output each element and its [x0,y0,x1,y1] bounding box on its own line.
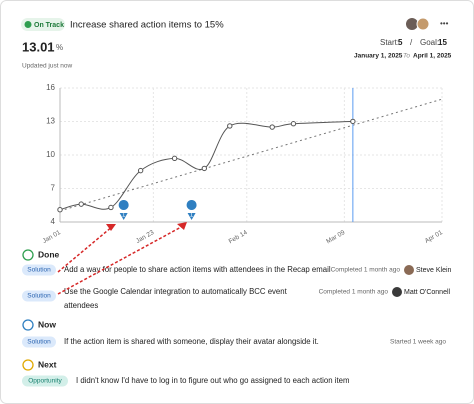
arrowhead [106,224,116,231]
arrowhead [177,222,187,230]
item-meta: Completed 1 month ago [319,289,389,296]
arrow [57,225,114,273]
separator: / [410,38,413,47]
y-tick-label: 7 [51,184,56,193]
arrows [57,222,187,295]
updated: Updated just now [22,63,73,70]
unit: % [56,43,63,52]
data-point [137,167,144,174]
data-point [350,118,356,125]
section-title: Now [38,319,56,329]
item-text: If the action item is shared with someon… [64,337,319,346]
goal-label: Goal: [420,38,439,47]
section-icon [22,319,34,331]
item-meta: Completed 1 month ago [331,267,401,274]
current-value: 13.01 [22,39,55,54]
tag: Solution [27,293,51,300]
section-title: Next [38,359,57,369]
item-text: Use the Google Calendar integration to a… [64,287,288,296]
tag-badge [22,264,56,276]
marker-pin[interactable] [118,200,129,220]
avatar [406,18,418,30]
y-tick-label: 13 [46,117,55,126]
item-text: I didn't know I'd have to log in to figu… [76,376,349,385]
section-icon [22,249,34,261]
menu[interactable]: ••• [440,19,449,28]
y-tick-label: 16 [46,83,55,92]
data-point [108,204,114,211]
series-line [59,120,353,211]
marker-label: 1 [122,213,126,219]
to: To [403,53,410,60]
data-point [201,165,208,172]
status-icon [24,21,32,28]
avatar [404,265,414,275]
marker-label: 1 [190,213,194,219]
data-point [290,121,297,127]
start-date: January 1, 2025 [354,53,403,60]
tag: Solution [27,339,51,346]
avatar [392,287,402,297]
arrow [57,225,184,295]
goal-title: Increase shared action items to 15% [70,20,224,31]
y-tick-label: 10 [46,150,55,159]
tag: Solution [27,267,51,274]
data-point [227,123,233,129]
tag: Opportunity [28,378,62,385]
section-title: Done [38,249,60,259]
data-point [269,124,275,130]
item-meta: Started 1 week ago [390,339,446,346]
item-text: attendees [64,301,98,310]
status: On Track [34,22,64,29]
person: Steve Klein [416,267,452,274]
item-text: Add a way for people to share action ite… [64,265,331,274]
data-point [57,207,63,213]
data-point [171,155,178,162]
avatar [416,17,430,31]
marker-pin[interactable] [186,199,197,220]
section-icon [22,359,34,371]
roadmap: Done Solution Add a way for people to shar… [22,249,452,387]
start: 5 [398,38,403,47]
tag-badge [22,336,56,348]
y-tick-label: 4 [51,217,56,226]
goal: 15 [438,38,447,47]
person: Matt O'Connell [404,289,451,296]
tag-badge [22,375,68,387]
tag-badge [22,290,56,302]
data-point [78,201,84,207]
end-date: April 1, 2025 [413,53,452,60]
status-pill [21,18,65,31]
start-label: Start: [380,38,399,47]
